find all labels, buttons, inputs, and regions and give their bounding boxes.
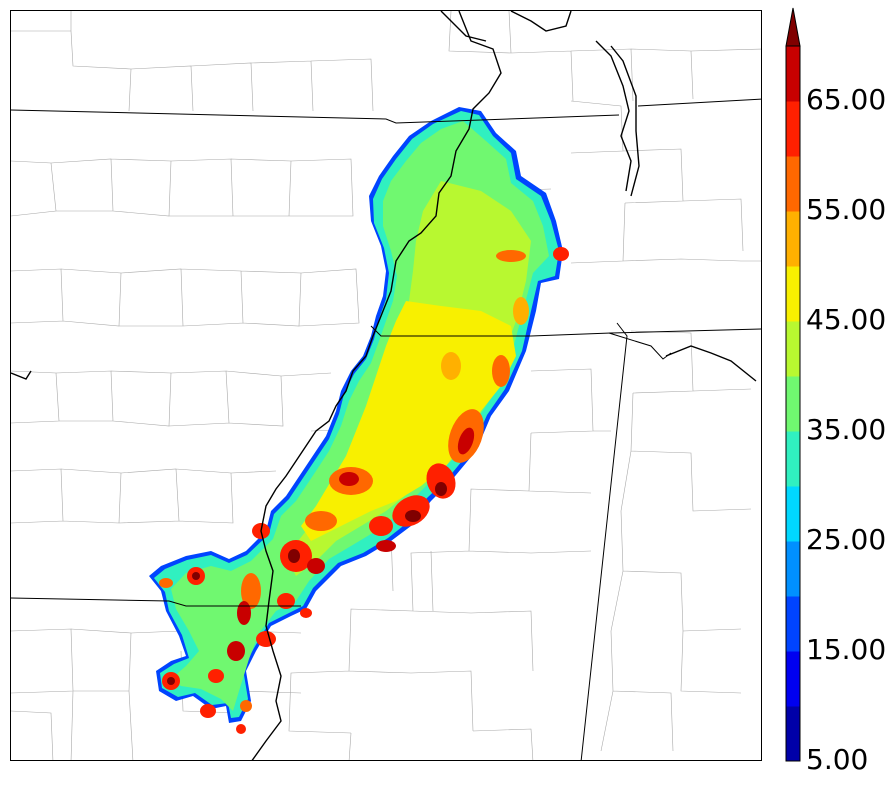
colorbar-segment xyxy=(786,596,800,652)
colorbar-segment xyxy=(786,376,800,432)
colorbar-label-55: 55.00 xyxy=(806,193,887,226)
colorbar-segment xyxy=(786,101,800,157)
colorbar-segment xyxy=(786,486,800,542)
colorbar-segment xyxy=(786,651,800,707)
colorbar-label-45: 45.00 xyxy=(806,303,887,336)
state-boundaries xyxy=(11,98,761,760)
reflectivity-swath xyxy=(149,107,569,734)
map-panel xyxy=(10,10,762,761)
high-reflectivity-cores xyxy=(159,247,569,734)
colorbar-segment xyxy=(786,541,800,597)
colorbar-segment xyxy=(786,706,800,762)
colorbar-label-5: 5.00 xyxy=(806,743,869,776)
colorbar-segment xyxy=(786,321,800,377)
colorbar-segment xyxy=(786,431,800,487)
colorbar xyxy=(785,7,801,762)
colorbar-segment xyxy=(786,266,800,322)
colorbar-segment xyxy=(786,46,800,102)
map-canvas xyxy=(11,11,761,760)
colorbar-extend-arrow xyxy=(785,7,801,47)
rivers xyxy=(11,11,757,760)
colorbar-label-65: 65.00 xyxy=(806,83,887,116)
colorbar-label-15: 15.00 xyxy=(806,633,887,666)
colorbar-segment xyxy=(786,156,800,212)
colorbar-label-25: 25.00 xyxy=(806,523,887,556)
colorbar-label-35: 35.00 xyxy=(806,413,887,446)
colorbar-segment xyxy=(786,211,800,267)
